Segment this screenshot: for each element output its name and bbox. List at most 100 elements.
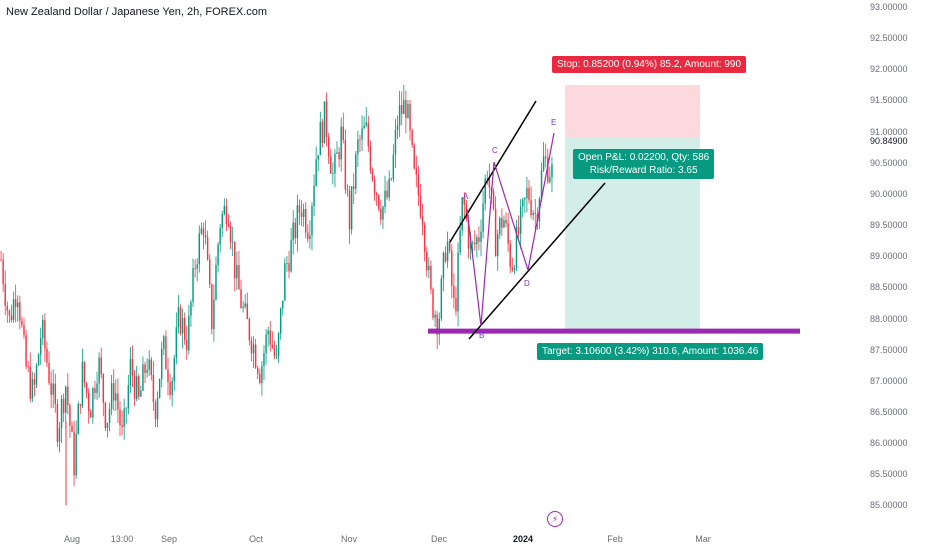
candle-body — [79, 404, 82, 406]
candle-body — [513, 268, 516, 271]
candle-body — [204, 234, 207, 238]
x-tick-label: Sep — [160, 534, 178, 544]
candle-body — [323, 101, 326, 144]
candle-body — [8, 310, 11, 316]
candle-body — [56, 404, 59, 442]
candle-body — [367, 122, 370, 147]
candle-body — [300, 212, 303, 217]
candle-body — [451, 250, 453, 286]
candle-body — [0, 259, 2, 261]
x-tick-label: Aug — [63, 534, 81, 544]
y-tick-label: 89.00000 — [870, 251, 908, 262]
channel-lower-line[interactable] — [468, 182, 606, 340]
candle-body — [398, 105, 401, 126]
candle-body — [298, 205, 301, 213]
open-pl-text: Open P&L: 0.02200, Qty: 586 — [578, 152, 710, 163]
candle-body — [336, 152, 338, 154]
candle-body — [87, 392, 90, 412]
candle-body — [25, 335, 27, 367]
risk-reward-text: Risk/Reward Ratio: 3.65 — [589, 165, 698, 176]
candle-body — [115, 393, 117, 401]
candle-body — [211, 284, 213, 330]
candle-body — [453, 285, 455, 298]
candle-body — [234, 241, 236, 279]
candle-body — [444, 252, 447, 262]
candle-body — [271, 344, 274, 348]
candle-body — [428, 265, 430, 271]
candle-body — [288, 263, 290, 272]
candle-body — [307, 232, 309, 239]
candle-body — [501, 217, 503, 228]
candle-body — [273, 347, 276, 356]
candle-body — [110, 383, 113, 409]
candle-body — [448, 241, 451, 251]
candle-body — [2, 259, 4, 285]
candle-body — [503, 220, 505, 228]
candle-body — [432, 289, 434, 318]
candle-body — [286, 263, 288, 264]
candle-body — [540, 170, 543, 199]
pattern-point-label: C — [492, 146, 498, 155]
candle-body — [528, 188, 530, 201]
candle-body — [384, 190, 386, 207]
candle-body — [380, 208, 382, 220]
candle-body — [534, 213, 536, 214]
candle-body — [494, 208, 497, 257]
candle-body — [186, 339, 188, 351]
candle-body — [482, 203, 484, 232]
candle-body — [459, 230, 461, 253]
stop-zone[interactable] — [565, 84, 700, 138]
candle-body — [371, 170, 374, 180]
candle-body — [524, 197, 526, 200]
abcde-pattern[interactable] — [466, 132, 555, 327]
pattern-point-label: E — [551, 118, 557, 127]
candle-body — [46, 348, 48, 363]
candle-body — [263, 353, 265, 366]
candle-body — [142, 364, 144, 391]
candle-body — [294, 222, 297, 239]
candle-body — [332, 173, 334, 175]
candle-body — [167, 369, 169, 383]
candle-body — [104, 402, 107, 429]
candle-body — [313, 185, 315, 207]
candle-body — [413, 144, 415, 169]
candle-body — [65, 386, 67, 413]
candle-body — [71, 425, 73, 432]
candle-body — [436, 314, 438, 335]
candle-body — [542, 156, 545, 171]
candle-body — [373, 179, 376, 194]
candle-body — [284, 263, 286, 301]
candle-body — [315, 159, 317, 186]
candle-body — [488, 178, 491, 188]
candle-body — [455, 297, 457, 312]
candle-body — [423, 224, 426, 252]
candle-body — [392, 154, 395, 180]
candle-body — [208, 259, 211, 285]
lightning-icon[interactable]: ⚡ — [547, 511, 563, 527]
candle-body — [355, 154, 357, 189]
candle-body — [309, 235, 311, 239]
candle-body — [33, 379, 36, 385]
candle-body — [52, 383, 54, 395]
x-tick-label: Mar — [695, 534, 711, 544]
candle-body — [98, 357, 100, 384]
candle-body — [83, 361, 86, 384]
candle-body — [359, 139, 361, 141]
candle-body — [363, 125, 365, 129]
candle-body — [236, 265, 238, 279]
candle-body — [12, 299, 15, 321]
candle-body — [544, 156, 547, 159]
candle-body — [348, 190, 351, 230]
candle-body — [179, 307, 182, 334]
candle-body — [403, 100, 405, 115]
candle-body — [17, 302, 19, 308]
candle-body — [198, 233, 201, 265]
x-tick-label: 13:00 — [110, 534, 134, 544]
candle-body — [92, 388, 94, 418]
candle-body — [519, 206, 522, 234]
candle-body — [411, 130, 413, 145]
candle-body — [530, 200, 532, 216]
candle-body — [108, 408, 111, 424]
